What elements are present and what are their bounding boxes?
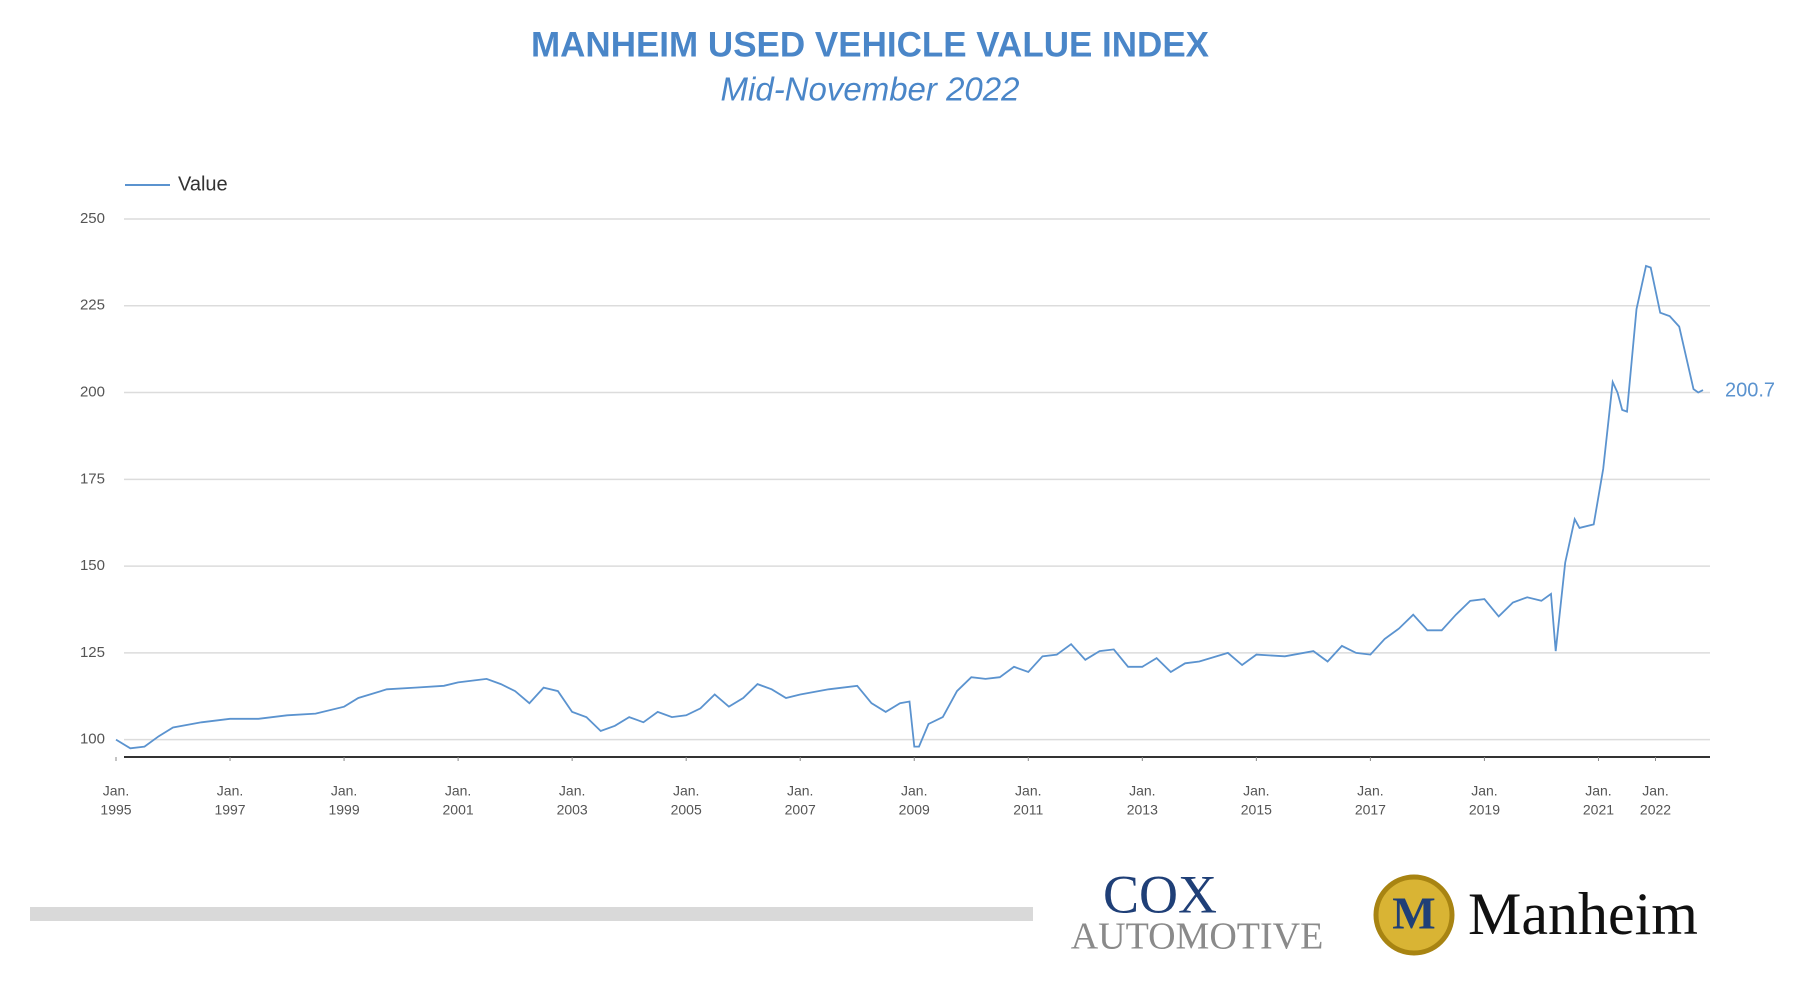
x-tick-label: 2017: [1355, 802, 1386, 818]
x-tick-label: 2007: [785, 802, 816, 818]
chart-subtitle: Mid-November 2022: [721, 71, 1020, 108]
y-tick-label: 150: [80, 557, 105, 574]
x-tick-label: Jan.: [217, 783, 243, 799]
x-tick-label: 2013: [1127, 802, 1158, 818]
x-tick-label: 2011: [1013, 802, 1043, 818]
x-tick-label: Jan.: [559, 783, 585, 799]
x-tick-label: Jan.: [103, 783, 129, 799]
x-tick-label: Jan.: [1642, 783, 1668, 799]
x-tick-label: Jan.: [901, 783, 927, 799]
legend-label: Value: [178, 173, 228, 195]
y-tick-label: 175: [80, 470, 105, 487]
x-tick-label: Jan.: [1243, 783, 1269, 799]
x-tick-label: 2015: [1241, 802, 1272, 818]
manheim-logo: Manheim: [1468, 881, 1698, 947]
x-tick-label: Jan.: [1129, 783, 1155, 799]
x-tick-label: Jan.: [787, 783, 813, 799]
x-tick-label: Jan.: [1015, 783, 1041, 799]
x-tick-label: 2022: [1640, 802, 1671, 818]
y-tick-label: 200: [80, 384, 105, 401]
cox-logo: COX: [1103, 864, 1217, 924]
x-tick-label: Jan.: [331, 783, 357, 799]
x-tick-label: Jan.: [1357, 783, 1383, 799]
manheim-emblem: [1373, 874, 1455, 956]
cox-logo-sub: AUTOMOTIVE: [1071, 916, 1324, 958]
x-tick-label: 2019: [1469, 802, 1500, 818]
x-tick-label: 2003: [557, 802, 588, 818]
y-tick-label: 250: [80, 210, 105, 227]
x-tick-label: Jan.: [673, 783, 699, 799]
x-tick-label: 1995: [100, 802, 131, 818]
x-tick-label: 2021: [1583, 802, 1614, 818]
x-tick-label: 1997: [214, 802, 245, 818]
line-series: [115, 264, 1704, 750]
x-tick-label: 2005: [671, 802, 702, 818]
x-tick-label: 2001: [443, 802, 474, 818]
x-tick-label: Jan.: [1471, 783, 1497, 799]
x-tick-label: Jan.: [1585, 783, 1611, 799]
y-tick-label: 225: [80, 297, 105, 314]
chart-title: MANHEIM USED VEHICLE VALUE INDEX: [531, 25, 1210, 64]
x-tick-label: Jan.: [445, 783, 471, 799]
x-tick-label: 1999: [328, 802, 359, 818]
manheim-emblem-m: M: [1392, 888, 1435, 939]
end-label: 200.7: [1725, 379, 1775, 401]
footer-bar: [30, 907, 1033, 921]
y-tick-label: 100: [80, 731, 105, 748]
y-tick-label: 125: [80, 644, 105, 661]
x-tick-label: 2009: [899, 802, 930, 818]
